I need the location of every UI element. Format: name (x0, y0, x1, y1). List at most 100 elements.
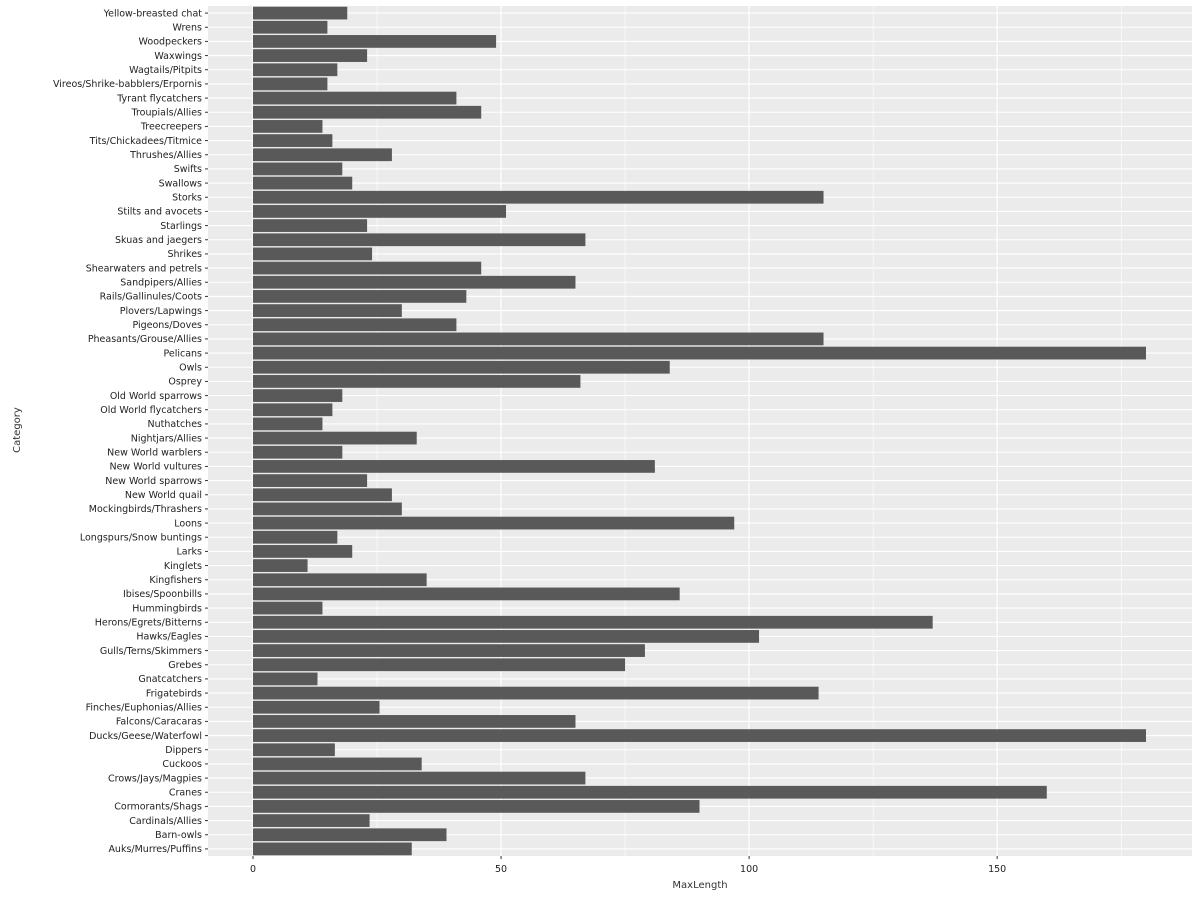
bar (253, 800, 700, 813)
y-tick-label: New World vultures (109, 462, 202, 473)
bar (253, 247, 373, 261)
bar (253, 91, 457, 105)
bar (253, 261, 482, 275)
x-axis-ticks: 0 50 100 150 (250, 856, 1006, 875)
y-tick-label: Hawks/Eagles (136, 632, 202, 643)
bar (253, 205, 507, 218)
bar (253, 49, 368, 62)
bar (253, 120, 323, 133)
bar (253, 630, 760, 643)
y-tick-label: Crows/Jays/Magpies (108, 773, 202, 784)
y-tick-label: Gnatcatchers (138, 674, 202, 685)
bar (253, 275, 576, 289)
bar (253, 715, 576, 728)
bar (253, 530, 338, 544)
y-tick-label: Auks/Murres/Puffins (108, 844, 202, 855)
y-tick-label: Tyrant flycatchers (116, 93, 202, 104)
bar (253, 474, 368, 487)
y-tick-label: Woodpeckers (139, 37, 203, 48)
y-tick-label: Swifts (174, 164, 202, 175)
y-tick-label: Herons/Egrets/Bitterns (95, 618, 202, 629)
bar (253, 233, 586, 247)
x-tick-label: 100 (740, 864, 758, 875)
bar (253, 105, 482, 119)
y-tick-label: Cranes (169, 788, 202, 799)
y-tick-label: Rails/Gallinules/Coots (100, 292, 202, 303)
y-tick-label: Kinglets (164, 561, 202, 572)
y-tick-label: Treecreepers (140, 122, 202, 133)
x-tick-label: 50 (495, 864, 507, 875)
y-tick-label: Shrikes (167, 249, 202, 260)
y-tick-label: Kingfishers (149, 575, 202, 586)
y-tick-label: Barn-owls (155, 830, 202, 841)
bar (253, 35, 497, 48)
bar (253, 615, 933, 629)
y-tick-label: Storks (172, 193, 202, 204)
bar (253, 559, 308, 572)
y-tick-label: Dippers (165, 745, 202, 756)
bar (253, 644, 645, 657)
x-tick-label: 150 (988, 864, 1006, 875)
y-tick-label: Mockingbirds/Thrashers (89, 504, 202, 515)
bar (253, 587, 680, 601)
y-axis-title: Category (12, 407, 23, 453)
y-tick-label: Shearwaters and petrels (86, 263, 202, 274)
bar (253, 771, 586, 785)
y-tick-label: Plovers/Lapwings (120, 306, 202, 317)
y-tick-label: Nightjars/Allies (131, 433, 202, 444)
y-tick-label: Ibises/Spoonbills (123, 589, 202, 600)
bars (253, 6, 1146, 856)
y-tick-label: Vireos/Shrike-babblers/Erpornis (53, 79, 202, 90)
bar (253, 686, 819, 700)
bar (253, 176, 353, 190)
y-tick-label: Thrushes/Allies (129, 150, 202, 161)
minor-gridlines (376, 6, 1122, 856)
y-tick-label: Cuckoos (162, 759, 202, 770)
bar (253, 516, 735, 530)
bar (253, 403, 333, 417)
y-tick-label: Grebes (168, 660, 202, 671)
bar (253, 148, 392, 162)
y-tick-label: Hummingbirds (132, 603, 202, 614)
y-tick-label: Ducks/Geese/Waterfowl (89, 731, 202, 742)
bar (253, 219, 368, 232)
y-tick-label: New World warblers (107, 448, 202, 459)
y-tick-label: Sandpipers/Allies (120, 278, 202, 289)
bar (253, 162, 343, 176)
y-tick-label: Waxwings (154, 51, 202, 62)
y-tick-label: Cormorants/Shags (114, 802, 202, 813)
bar (253, 601, 323, 615)
y-tick-label: Frigatebirds (146, 688, 202, 699)
bar (253, 488, 392, 502)
bar (253, 842, 412, 856)
y-tick-label: Pelicans (163, 348, 202, 359)
y-tick-label: Cardinals/Allies (129, 816, 202, 827)
bar (253, 77, 328, 91)
y-tick-label: Pheasants/Grouse/Allies (88, 334, 202, 345)
bar (253, 658, 626, 672)
bar (253, 757, 422, 771)
bar (253, 460, 655, 473)
x-tick-label: 0 (250, 864, 256, 875)
bar (253, 417, 323, 431)
bar (253, 814, 370, 827)
y-tick-label: Loons (174, 518, 202, 529)
y-tick-label: Longspurs/Snow buntings (80, 533, 202, 544)
y-tick-label: Nuthatches (148, 419, 203, 430)
y-tick-label: New World quail (125, 490, 202, 501)
y-tick-label: Stilts and avocets (117, 207, 202, 218)
bar (253, 360, 670, 374)
y-tick-label: Old World flycatchers (100, 405, 202, 416)
y-tick-label: Falcons/Caracaras (116, 717, 202, 728)
bar (253, 389, 343, 402)
bar (253, 729, 1146, 742)
bar (253, 785, 1047, 799)
y-tick-label: Osprey (168, 377, 202, 388)
y-tick-label: Starlings (160, 221, 202, 232)
bar (253, 375, 581, 388)
bar (253, 700, 380, 714)
bar (253, 332, 824, 346)
bar (253, 672, 318, 686)
bar (253, 743, 335, 757)
